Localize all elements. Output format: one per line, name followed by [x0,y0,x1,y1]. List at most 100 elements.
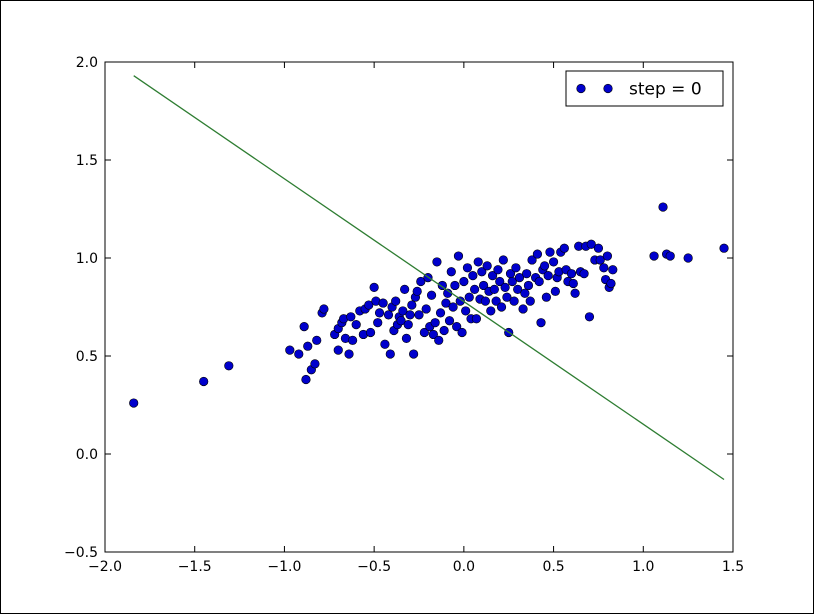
data-point [452,322,462,332]
data-point [407,300,417,310]
data-point [486,306,496,316]
data-point [513,284,523,294]
data-point [593,243,604,253]
axes-border [104,61,734,553]
data-point [665,251,675,261]
x-tick-label: −1.0 [267,559,301,575]
data-point [525,296,535,306]
data-point [599,263,609,273]
data-point [541,292,551,302]
data-point [391,296,401,306]
data-point [412,286,422,296]
axis-ticks [104,61,734,553]
data-point [536,318,546,328]
data-point [559,243,569,253]
data-point [509,296,519,306]
data-point [548,257,559,267]
data-point [595,255,605,265]
data-point [374,308,385,318]
data-point [396,316,406,326]
data-point [414,310,424,320]
data-point [568,278,578,289]
data-point [409,349,419,359]
data-point [550,286,560,296]
data-point [514,273,525,283]
data-point [346,312,356,322]
data-point [365,327,376,338]
axis-tick-labels: −2.0 −1.5 −1.0 −0.5 0.0 0.5 1.0 1.5 −0.5 0.0 0.5 1.… [64,55,744,575]
data-point [500,282,510,293]
data-point [400,284,410,294]
legend-marker [603,83,613,94]
data-point [294,349,304,359]
x-tick-label: 0.0 [453,559,475,575]
data-point [579,269,589,279]
data-point [426,290,437,300]
data-point [416,276,426,287]
x-tick-label: 0.5 [542,559,564,575]
data-point [435,308,446,318]
x-tick-label: −1.5 [178,559,212,575]
legend-label: step = 0 [629,80,702,100]
data-point [532,249,543,259]
data-point [369,282,379,293]
data-point [586,239,596,249]
data-point [482,261,492,271]
data-point [477,267,487,277]
data-point [507,276,517,287]
data-point [428,329,438,340]
data-point [468,271,478,281]
plot-area [104,61,734,553]
data-point [520,288,530,298]
x-tick-label: −0.5 [357,559,391,575]
data-point [455,296,465,306]
data-point [344,349,354,359]
axes-box [104,61,734,553]
data-point [649,251,659,261]
data-point [461,306,471,316]
data-point [522,269,532,279]
data-point [348,335,358,345]
data-point [430,318,440,328]
data-point [401,333,412,343]
data-point [496,302,507,312]
data-point [380,339,390,349]
data-point [301,374,311,385]
data-point [462,263,473,273]
data-point [351,320,361,330]
data-point [480,296,490,306]
data-point [457,327,467,338]
data-point [719,243,729,253]
x-tick-label: 1.5 [722,559,744,575]
data-point [439,325,449,336]
x-tick-label: −2.0 [88,559,122,575]
y-tick-label: 1.5 [76,153,98,169]
data-point [333,345,343,355]
data-point [523,280,534,291]
data-point [471,314,482,324]
data-point [319,304,329,314]
data-point [299,322,309,332]
data-point [511,263,521,273]
data-point [495,276,505,287]
data-point [403,320,413,330]
data-point [364,300,374,310]
legend-box [565,70,724,107]
data-point [285,345,295,355]
y-tick-label: 1.0 [76,251,98,267]
data-point [464,292,474,302]
data-point [199,376,209,387]
data-point [441,298,451,308]
data-point [498,255,508,265]
data-point [419,327,429,338]
data-point [453,251,464,261]
data-point [566,269,577,279]
y-tick-label: 2.0 [76,55,98,71]
data-point [470,284,480,294]
data-point [303,341,313,351]
data-point [518,304,528,314]
data-point [539,261,550,271]
data-point [224,361,234,371]
data-point [385,349,395,359]
